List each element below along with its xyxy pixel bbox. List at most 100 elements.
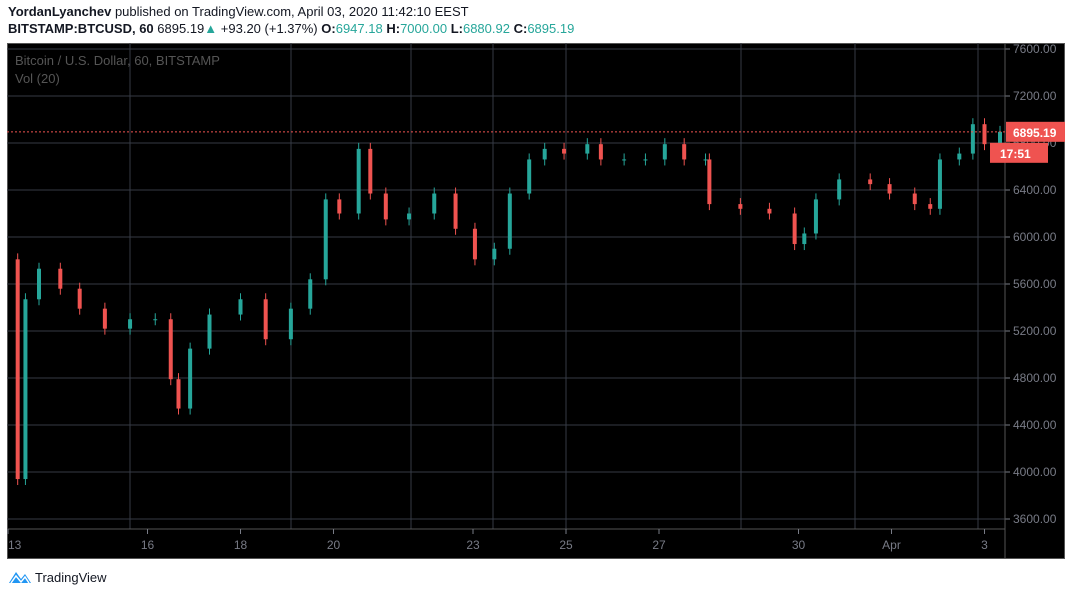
candle-body bbox=[168, 319, 173, 380]
close-label: C: bbox=[513, 21, 528, 36]
low-label: L: bbox=[450, 21, 463, 36]
candle-body bbox=[527, 159, 532, 194]
countdown-badge bbox=[990, 142, 1048, 163]
price-chart[interactable]: 3600.00 4000.00 4400.00 4800.00 5200.00 5600.… bbox=[7, 43, 1065, 559]
last-price-badge bbox=[1006, 121, 1065, 142]
x-tick-label: 25 bbox=[559, 538, 573, 552]
y-tick-label: 7600.00 bbox=[1013, 43, 1057, 56]
candle-body bbox=[970, 124, 975, 154]
y-tick-label: 6000.00 bbox=[1013, 230, 1057, 244]
candle-body bbox=[585, 144, 590, 154]
x-tick-label: 18 bbox=[234, 538, 248, 552]
y-tick-label: 7200.00 bbox=[1013, 89, 1057, 103]
candle-body bbox=[598, 144, 603, 160]
candle-body bbox=[368, 148, 373, 194]
candle-body bbox=[238, 299, 243, 315]
candle-body bbox=[153, 319, 158, 321]
author-name[interactable]: YordanLyanchev bbox=[8, 4, 112, 19]
candle-body bbox=[472, 228, 477, 260]
candle-body bbox=[263, 299, 268, 340]
candle-body bbox=[928, 204, 933, 209]
y-tick-label: 5200.00 bbox=[1013, 324, 1057, 338]
candle-body bbox=[682, 144, 687, 160]
candle-body bbox=[767, 208, 772, 214]
candle-body bbox=[802, 233, 807, 245]
candle-body bbox=[703, 159, 708, 161]
x-tick-label: 13 bbox=[8, 538, 22, 552]
x-tick-label: 27 bbox=[652, 538, 666, 552]
candle-body bbox=[453, 193, 458, 229]
open-value: 6947.18 bbox=[335, 21, 383, 36]
x-tick-label: 30 bbox=[792, 538, 806, 552]
candle-body bbox=[176, 379, 181, 409]
candle-body bbox=[887, 184, 892, 194]
candle-body bbox=[432, 193, 437, 214]
candle-body bbox=[562, 148, 567, 154]
y-tick-label: 3600.00 bbox=[1013, 512, 1057, 526]
close-value: 6895.19 bbox=[527, 21, 575, 36]
candle-body bbox=[58, 268, 63, 289]
high-label: H: bbox=[386, 21, 401, 36]
volume-indicator-label[interactable]: Vol (20) bbox=[15, 71, 60, 86]
last-price: 6895.19 bbox=[157, 21, 205, 36]
countdown-badge-text: 17:51 bbox=[1000, 147, 1031, 161]
candle-body bbox=[507, 193, 512, 249]
chart-panel[interactable]: 3600.00 4000.00 4400.00 4800.00 5200.00 5600.… bbox=[7, 43, 1065, 559]
y-tick-label: 6400.00 bbox=[1013, 183, 1057, 197]
symbol-info: BITSTAMP:BTCUSD, 60 6895.19▲ +93.20 (+1.… bbox=[8, 21, 574, 36]
candle-body bbox=[188, 348, 193, 409]
low-value: 6880.92 bbox=[462, 21, 510, 36]
candle-body bbox=[792, 213, 797, 245]
y-tick-label: 4800.00 bbox=[1013, 371, 1057, 385]
candle-body bbox=[102, 308, 107, 329]
candle-body bbox=[308, 279, 313, 309]
candle-body bbox=[982, 124, 987, 145]
x-tick-label: 20 bbox=[327, 538, 341, 552]
x-tick-label: Apr bbox=[882, 538, 901, 552]
high-value: 7000.00 bbox=[400, 21, 448, 36]
publish-text: published on TradingView.com, April 03, … bbox=[114, 4, 469, 19]
candle-body bbox=[288, 308, 293, 340]
candle-body bbox=[912, 193, 917, 205]
candle-body bbox=[337, 199, 342, 214]
symbol: BITSTAMP:BTCUSD, 60 bbox=[8, 21, 154, 36]
candle-body bbox=[662, 144, 667, 160]
candle-body bbox=[323, 199, 328, 280]
candle-body bbox=[622, 159, 627, 161]
candle-body bbox=[707, 159, 712, 205]
candle-body bbox=[937, 159, 942, 209]
candle-body bbox=[738, 204, 743, 209]
candle-body bbox=[643, 159, 648, 161]
x-tick-label: 3 bbox=[981, 538, 988, 552]
candle-body bbox=[837, 179, 842, 200]
candle-body bbox=[998, 131, 1002, 145]
triangle-up-icon: ▲ bbox=[204, 21, 218, 36]
y-tick-label: 4400.00 bbox=[1013, 418, 1057, 432]
chart-legend: Bitcoin / U.S. Dollar, 60, BITSTAMP Vol … bbox=[15, 52, 220, 88]
candle-body bbox=[957, 153, 962, 160]
candle-body bbox=[37, 268, 41, 300]
open-label: O: bbox=[321, 21, 336, 36]
x-tick-label: 16 bbox=[141, 538, 155, 552]
series-title: Bitcoin / U.S. Dollar, 60, BITSTAMP bbox=[15, 53, 220, 68]
last-price-badge-text: 6895.19 bbox=[1013, 126, 1057, 140]
y-tick-label: 4000.00 bbox=[1013, 465, 1057, 479]
candle-body bbox=[15, 259, 20, 480]
candle-body bbox=[542, 148, 547, 160]
candle-body bbox=[492, 248, 497, 260]
publish-info: YordanLyanchev published on TradingView.… bbox=[8, 4, 469, 19]
candle-body bbox=[383, 193, 388, 220]
candle-body bbox=[23, 299, 28, 480]
candle-body bbox=[868, 179, 873, 185]
candle-body bbox=[77, 288, 82, 309]
x-tick-label: 23 bbox=[466, 538, 480, 552]
candle-body bbox=[407, 213, 412, 220]
candle-body bbox=[813, 199, 818, 234]
tradingview-logo[interactable]: TradingView bbox=[8, 569, 107, 585]
price-change: +93.20 (+1.37%) bbox=[220, 21, 318, 36]
candle-body bbox=[207, 314, 212, 349]
candle-body bbox=[356, 148, 361, 214]
brand-name: TradingView bbox=[35, 569, 107, 585]
candle-body bbox=[128, 319, 133, 329]
tradingview-logo-icon bbox=[9, 572, 31, 584]
